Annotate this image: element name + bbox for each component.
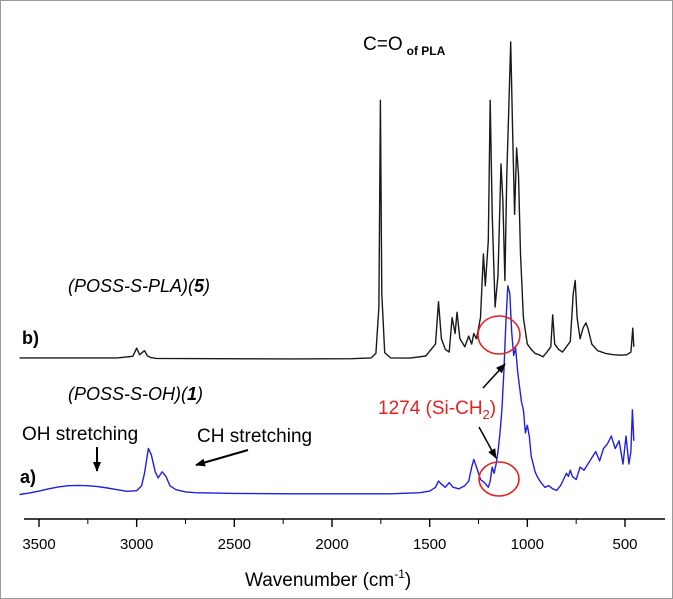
si-ch2-arrow-upper	[482, 363, 506, 389]
x-axis-label-close: )	[405, 570, 411, 591]
x-ticks: 3500 3000 2500 2000 1500 1000 500	[22, 519, 638, 553]
x-axis-label-main: Wavenumber (cm	[245, 570, 394, 591]
si-ch2-circle-upper	[477, 315, 521, 355]
carbonyl-annotation: C=O of PLA	[363, 34, 446, 58]
ch-arrow	[195, 449, 249, 467]
x-tick-label: 2500	[218, 536, 251, 553]
x-tick-label: 3500	[22, 536, 55, 553]
si-ch2-circle-lower	[478, 461, 520, 497]
series-layer	[19, 41, 635, 496]
series-line-poss-s-oh	[19, 285, 635, 496]
series-label-poss-s-oh: (POSS-S-OH)(1)	[68, 384, 203, 404]
x-tick-label: 1000	[511, 536, 544, 553]
trace-tag-a: a)	[20, 467, 36, 487]
oh-stretching-annotation: OH stretching	[22, 424, 138, 445]
series-line-poss-s-pla	[19, 41, 635, 360]
si-ch2-arrow-lower	[478, 426, 497, 459]
series-label-poss-s-pla: (POSS-S-PLA)(5)	[68, 276, 210, 296]
x-axis-label-sup: -1	[394, 567, 405, 581]
trace-tag-b: b)	[22, 328, 39, 348]
ch-stretching-annotation: CH stretching	[197, 426, 312, 447]
x-tick-label: 500	[612, 536, 637, 553]
x-axis-label: Wavenumber (cm-1)	[245, 567, 411, 591]
si-ch2-annotation: 1274 (Si-CH2)	[378, 398, 496, 422]
x-tick-label: 2000	[315, 536, 348, 553]
x-tick-label: 3000	[120, 536, 153, 553]
x-tick-label: 1500	[413, 536, 446, 553]
